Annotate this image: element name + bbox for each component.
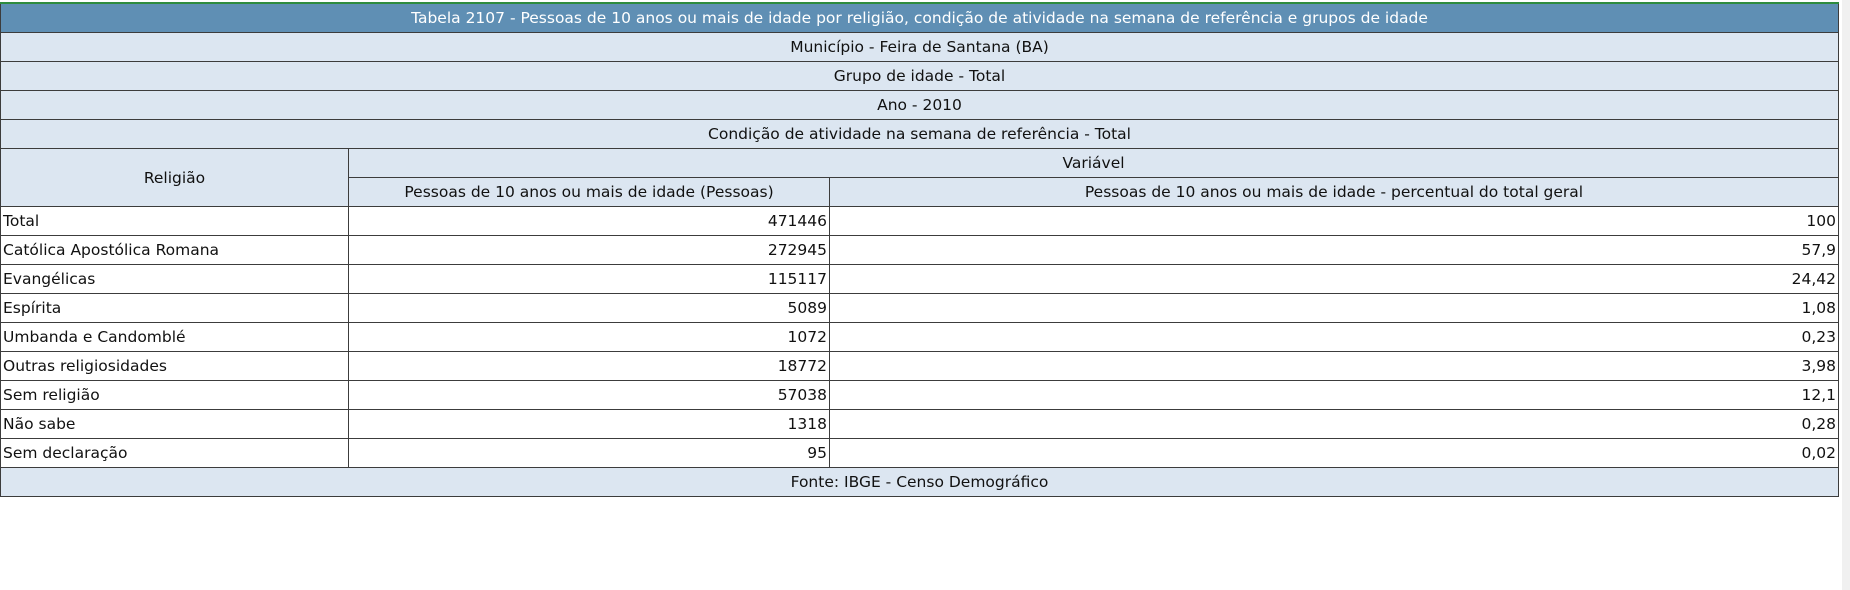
data-table: Tabela 2107 - Pessoas de 10 anos ou mais… [0,2,1839,497]
header-row: Município - Feira de Santana (BA) [0,32,1839,62]
scrollbar[interactable] [1842,0,1850,590]
row-label: Espírita [0,293,349,323]
group-header: Variável [348,148,1839,178]
table-body: Tabela 2107 - Pessoas de 10 anos ou mais… [0,2,1839,497]
header-row: Religião Variável [0,148,1839,207]
table-title: Tabela 2107 - Pessoas de 10 anos ou mais… [0,2,1839,33]
row-label: Evangélicas [0,264,349,294]
data-row: Evangélicas 115117 24,42 [0,264,1839,294]
row-label: Outras religiosidades [0,351,349,381]
row-label: Umbanda e Candomblé [0,322,349,352]
value-cell: 24,42 [829,264,1839,294]
header-cell: Grupo de idade - Total [0,61,1839,91]
row-label: Não sabe [0,409,349,439]
row-header: Religião [0,148,349,207]
header-row: Grupo de idade - Total [0,61,1839,91]
column-header: Pessoas de 10 anos ou mais de idade (Pes… [348,177,830,207]
value-cell: 272945 [348,235,830,265]
data-row: Não sabe 1318 0,28 [0,409,1839,439]
data-row: Outras religiosidades 18772 3,98 [0,351,1839,381]
value-cell: 1318 [348,409,830,439]
value-cell: 1072 [348,322,830,352]
value-cell: 18772 [348,351,830,381]
value-cell: 3,98 [829,351,1839,381]
column-header: Pessoas de 10 anos ou mais de idade - pe… [829,177,1839,207]
value-cell: 100 [829,206,1839,236]
footer-cell: Fonte: IBGE - Censo Demográfico [0,467,1839,497]
value-cell: 0,28 [829,409,1839,439]
row-label: Total [0,206,349,236]
value-cell: 471446 [348,206,830,236]
value-cell: 57,9 [829,235,1839,265]
data-row: Sem religião 57038 12,1 [0,380,1839,410]
row-label: Católica Apostólica Romana [0,235,349,265]
header-cell: Condição de atividade na semana de refer… [0,119,1839,149]
value-cell: 115117 [348,264,830,294]
data-row: Católica Apostólica Romana 272945 57,9 [0,235,1839,265]
title-row: Tabela 2107 - Pessoas de 10 anos ou mais… [0,2,1839,33]
header-row: Pessoas de 10 anos ou mais de idade (Pes… [1,177,1839,207]
data-row: Total 471446 100 [0,206,1839,236]
value-cell: 0,02 [829,438,1839,468]
value-cell: 57038 [348,380,830,410]
header-row: Condição de atividade na semana de refer… [0,119,1839,149]
header-row: Ano - 2010 [0,90,1839,120]
data-row: Espírita 5089 1,08 [0,293,1839,323]
row-label: Sem religião [0,380,349,410]
data-row: Umbanda e Candomblé 1072 0,23 [0,322,1839,352]
value-cell: 0,23 [829,322,1839,352]
value-cell: 5089 [348,293,830,323]
value-cell: 95 [348,438,830,468]
row-label: Sem declaração [0,438,349,468]
header-cell: Município - Feira de Santana (BA) [0,32,1839,62]
header-cell: Ano - 2010 [0,90,1839,120]
value-cell: 12,1 [829,380,1839,410]
footer-row: Fonte: IBGE - Censo Demográfico [0,467,1839,497]
data-row: Sem declaração 95 0,02 [0,438,1839,468]
value-cell: 1,08 [829,293,1839,323]
